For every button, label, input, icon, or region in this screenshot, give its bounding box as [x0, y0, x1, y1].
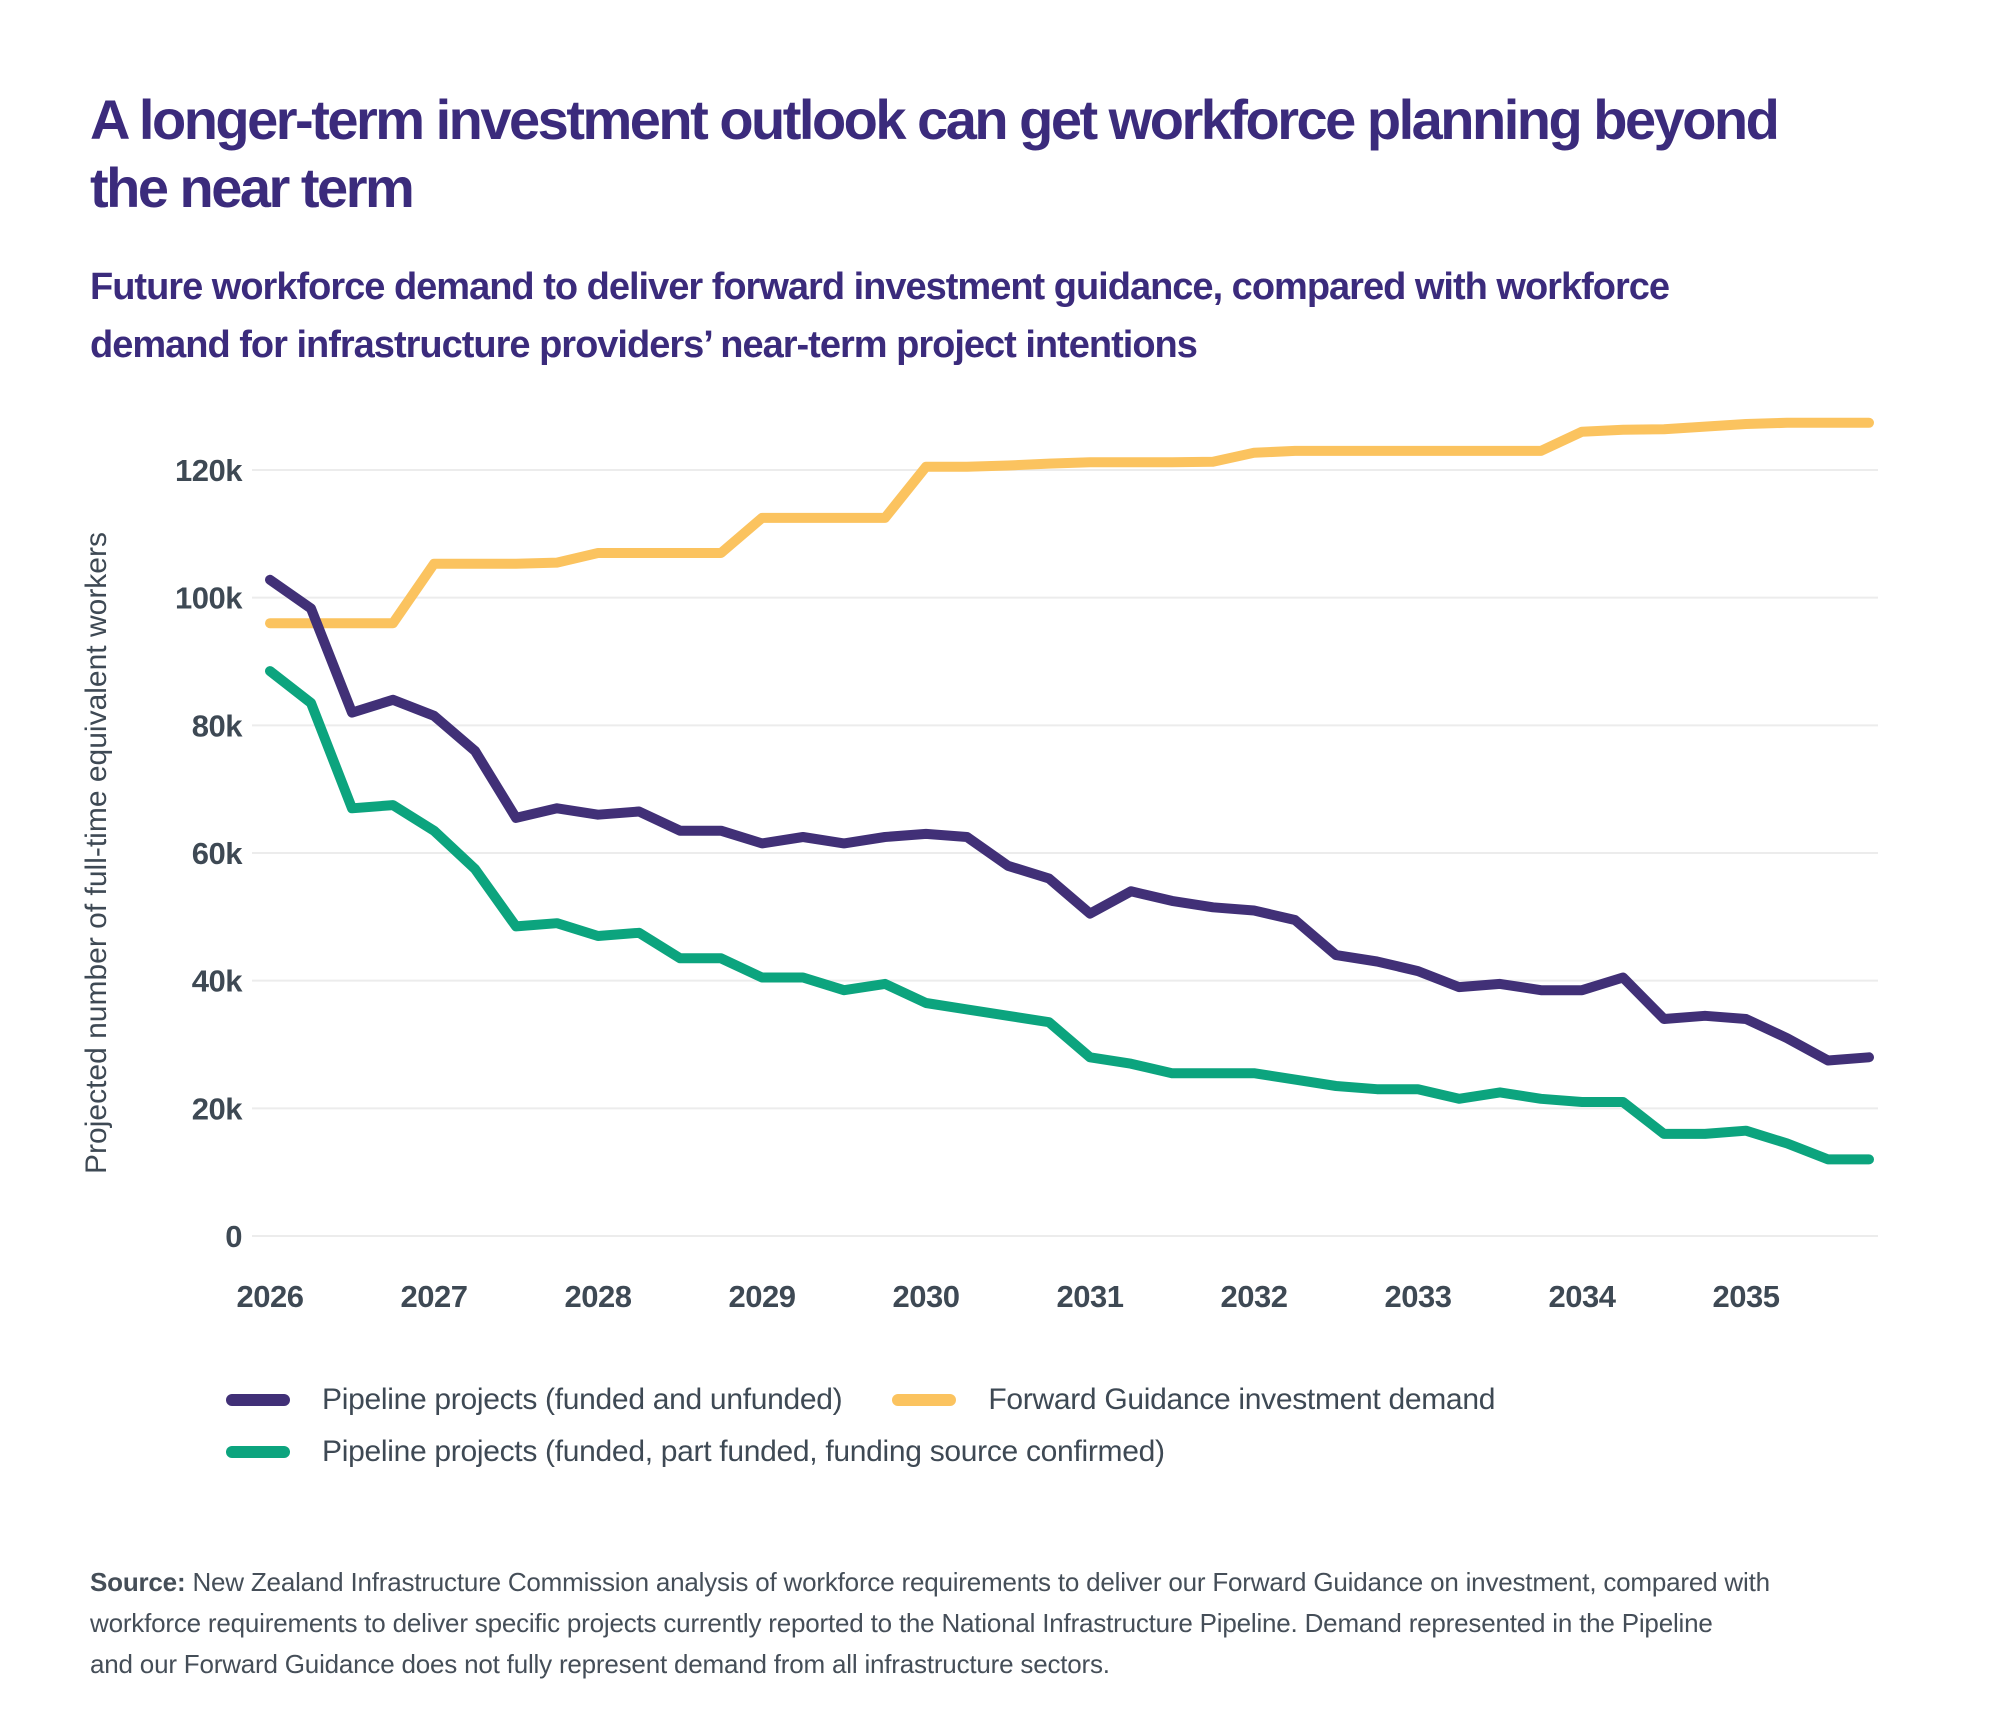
legend-label: Pipeline projects (funded, part funded, … [322, 1435, 1165, 1468]
x-tick-2032: 2032 [1221, 1279, 1288, 1314]
chart-subtitle-line-1: Future workforce demand to deliver forwa… [90, 266, 1670, 308]
series-line-1 [265, 417, 1874, 629]
y-tick-120k: 120k [175, 453, 243, 488]
legend-label: Pipeline projects (funded and unfunded) [322, 1383, 843, 1416]
legend-item-1: Forward Guidance investment demand [892, 1382, 1495, 1418]
legend-label: Forward Guidance investment demand [988, 1383, 1496, 1416]
legend-swatch-icon [892, 1394, 957, 1406]
y-tick-20k: 20k [192, 1091, 243, 1126]
y-tick-60k: 60k [192, 836, 243, 871]
legend-swatch-icon [226, 1446, 290, 1458]
source-label: Source: [90, 1567, 186, 1597]
x-tick-2033: 2033 [1385, 1279, 1452, 1314]
source-line-3: and our Forward Guidance does not fully … [90, 1649, 1110, 1679]
page-title-line-2: the near term [90, 156, 415, 219]
page-title-line-1: A longer-term investment outlook can get… [90, 88, 1780, 151]
source-text-1: New Zealand Infrastructure Commission an… [192, 1567, 1770, 1597]
chart-legend: Pipeline projects (funded and unfunded) F… [226, 1382, 1726, 1470]
x-tick-2030: 2030 [893, 1279, 960, 1314]
x-tick-2034: 2034 [1549, 1279, 1617, 1314]
x-tick-2026: 2026 [237, 1279, 304, 1314]
y-tick-0: 0 [225, 1219, 242, 1254]
source-line-1: Source: New Zealand Infrastructure Commi… [90, 1562, 1970, 1603]
x-tick-2027: 2027 [401, 1279, 468, 1314]
x-tick-2028: 2028 [565, 1279, 632, 1314]
y-tick-40k: 40k [192, 964, 243, 999]
legend-swatch-icon [226, 1394, 290, 1406]
source-line-2: workforce requirements to deliver specif… [90, 1608, 1713, 1638]
y-axis-title: Projected number of full-time equivalent… [80, 532, 113, 1174]
x-tick-2035: 2035 [1713, 1279, 1780, 1314]
legend-item-0: Pipeline projects (funded and unfunded) [226, 1382, 843, 1418]
x-tick-2029: 2029 [729, 1279, 796, 1314]
workforce-demand-line-chart: 0 20k 40k 60k 80k 100k 120k 2026 2027 2028 2029 203… [80, 417, 1878, 1314]
series-line-0 [265, 574, 1874, 1066]
y-tick-80k: 80k [192, 708, 243, 743]
series-line-2 [265, 666, 1874, 1165]
legend-item-2: Pipeline projects (funded, part funded, … [226, 1434, 1165, 1470]
source-note: Source: New Zealand Infrastructure Commi… [90, 1562, 1970, 1685]
y-tick-100k: 100k [175, 581, 243, 616]
page-title: A longer-term investment outlook can get… [90, 86, 1780, 222]
chart-subtitle-line-2: demand for infrastructure providers’ nea… [90, 324, 1198, 366]
chart-subtitle: Future workforce demand to deliver forwa… [90, 258, 1670, 374]
x-tick-2031: 2031 [1057, 1279, 1124, 1314]
